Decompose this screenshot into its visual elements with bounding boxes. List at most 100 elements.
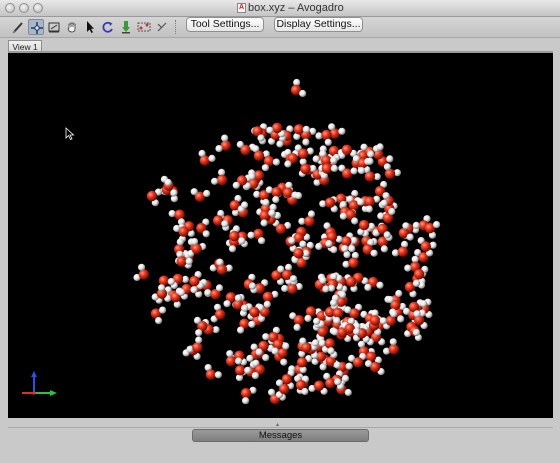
hydrogen-atom[interactable] (262, 150, 270, 158)
hydrogen-atom[interactable] (202, 230, 210, 238)
oxygen-atom[interactable] (273, 339, 284, 350)
hydrogen-atom[interactable] (299, 158, 307, 166)
oxygen-atom[interactable] (301, 342, 312, 353)
oxygen-atom[interactable] (176, 256, 187, 267)
zoom-window-button[interactable] (33, 3, 43, 13)
oxygen-atom[interactable] (370, 361, 381, 373)
hydrogen-atom[interactable] (195, 336, 203, 344)
oxygen-atom[interactable] (258, 340, 269, 352)
hydrogen-atom[interactable] (289, 275, 298, 283)
oxygen-atom[interactable] (214, 309, 226, 320)
hydrogen-atom[interactable] (330, 156, 338, 164)
hydrogen-atom[interactable] (167, 278, 175, 286)
hydrogen-atom[interactable] (276, 140, 284, 148)
hydrogen-atom[interactable] (330, 164, 338, 172)
hydrogen-atom[interactable] (373, 195, 381, 203)
hydrogen-atom[interactable] (138, 263, 146, 271)
oxygen-atom[interactable] (216, 174, 228, 186)
oxygen-atom[interactable] (290, 84, 302, 96)
oxygen-atom[interactable] (282, 187, 294, 198)
hydrogen-atom[interactable] (395, 289, 403, 298)
hydrogen-atom[interactable] (367, 150, 375, 158)
hydrogen-atom[interactable] (335, 235, 343, 243)
hydrogen-atom[interactable] (241, 304, 249, 312)
hydrogen-atom[interactable] (232, 209, 240, 217)
oxygen-atom[interactable] (271, 186, 282, 198)
hydrogen-atom[interactable] (288, 237, 296, 245)
hydrogen-atom[interactable] (307, 210, 316, 218)
hydrogen-atom[interactable] (262, 198, 270, 207)
oxygen-atom[interactable] (254, 364, 265, 375)
oxygen-atom[interactable] (263, 155, 275, 167)
hydrogen-atom[interactable] (293, 132, 301, 141)
document-proxy-icon[interactable]: A (237, 3, 246, 13)
hydrogen-atom[interactable] (214, 303, 222, 311)
oxygen-atom[interactable] (398, 227, 410, 239)
oxygen-atom[interactable] (388, 344, 399, 355)
oxygen-atom[interactable] (236, 175, 248, 186)
hydrogen-atom[interactable] (324, 138, 332, 146)
hydrogen-atom[interactable] (173, 300, 181, 308)
hydrogen-atom[interactable] (412, 328, 420, 337)
bond-centric-tool-button[interactable] (46, 19, 62, 35)
hydrogen-atom[interactable] (177, 288, 186, 296)
close-window-button[interactable] (5, 3, 15, 13)
hydrogen-atom[interactable] (302, 125, 310, 133)
hydrogen-atom[interactable] (345, 362, 353, 370)
oxygen-atom[interactable] (252, 126, 263, 137)
hydrogen-atom[interactable] (404, 330, 412, 338)
oxygen-atom[interactable] (418, 252, 429, 263)
hydrogen-atom[interactable] (223, 300, 231, 308)
hydrogen-atom[interactable] (226, 350, 234, 358)
hydrogen-atom[interactable] (246, 354, 254, 362)
hydrogen-atom[interactable] (266, 126, 274, 134)
hydrogen-atom[interactable] (319, 363, 327, 371)
hydrogen-atom[interactable] (319, 200, 327, 208)
hydrogen-atom[interactable] (357, 198, 365, 206)
oxygen-atom[interactable] (367, 276, 379, 288)
hydrogen-atom[interactable] (353, 327, 361, 336)
hydrogen-atom[interactable] (284, 160, 292, 168)
select-tool-button[interactable] (82, 19, 98, 35)
oxygen-atom[interactable] (384, 168, 396, 179)
hydrogen-atom[interactable] (380, 245, 388, 253)
hydrogen-atom[interactable] (364, 283, 372, 291)
oxygen-atom[interactable] (191, 243, 202, 254)
oxygen-atom[interactable] (324, 306, 336, 318)
oxygen-atom[interactable] (326, 231, 338, 242)
oxygen-atom[interactable] (189, 275, 200, 287)
hydrogen-atom[interactable] (248, 172, 256, 180)
hydrogen-atom[interactable] (217, 209, 225, 218)
oxygen-atom[interactable] (349, 308, 360, 319)
oxygen-atom[interactable] (259, 190, 270, 201)
oxygen-atom[interactable] (313, 380, 325, 391)
oxygen-atom[interactable] (196, 222, 207, 234)
oxygen-atom[interactable] (424, 222, 436, 234)
oxygen-atom[interactable] (253, 228, 264, 240)
hydrogen-atom[interactable] (275, 379, 284, 387)
hydrogen-atom[interactable] (181, 275, 189, 283)
hydrogen-atom[interactable] (212, 326, 220, 334)
hydrogen-atom[interactable] (399, 302, 407, 311)
hydrogen-atom[interactable] (272, 158, 280, 166)
hydrogen-atom[interactable] (403, 307, 411, 315)
hydrogen-atom[interactable] (309, 164, 317, 173)
hydrogen-atom[interactable] (208, 154, 216, 162)
oxygen-atom[interactable] (364, 196, 375, 207)
oxygen-atom[interactable] (220, 140, 231, 151)
hydrogen-atom[interactable] (383, 347, 391, 355)
hydrogen-atom[interactable] (357, 167, 366, 175)
hydrogen-atom[interactable] (333, 316, 341, 325)
hydrogen-atom[interactable] (234, 294, 242, 302)
hydrogen-atom[interactable] (380, 199, 388, 207)
hydrogen-atom[interactable] (298, 350, 306, 358)
hydrogen-atom[interactable] (190, 188, 198, 196)
oxygen-atom[interactable] (293, 248, 304, 259)
hydrogen-atom[interactable] (338, 127, 346, 135)
oxygen-atom[interactable] (293, 124, 305, 135)
oxygen-atom[interactable] (150, 308, 162, 319)
hydrogen-atom[interactable] (333, 361, 341, 369)
oxygen-atom[interactable] (194, 191, 206, 202)
hydrogen-atom[interactable] (293, 323, 301, 331)
oxygen-atom[interactable] (325, 197, 336, 208)
